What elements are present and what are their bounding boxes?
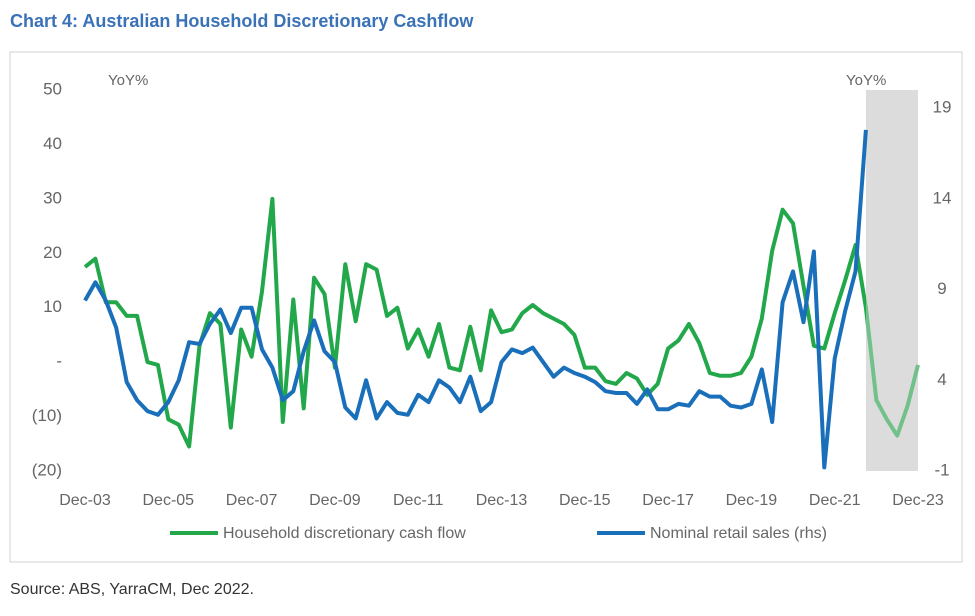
legend-label: Household discretionary cash flow bbox=[223, 525, 466, 542]
y-tick-label: 10 bbox=[43, 297, 62, 316]
legend-label: Nominal retail sales (rhs) bbox=[650, 525, 827, 542]
x-tick-label: Dec-09 bbox=[309, 492, 361, 509]
x-tick-label: Dec-19 bbox=[726, 492, 778, 509]
x-tick-label: Dec-07 bbox=[226, 492, 278, 509]
y2-axis-label: YoY% bbox=[846, 72, 886, 89]
x-tick-label: Dec-17 bbox=[642, 492, 694, 509]
chart-frame bbox=[9, 51, 963, 563]
x-tick-label: Dec-03 bbox=[59, 492, 111, 509]
x-tick-label: Dec-13 bbox=[476, 492, 528, 509]
y-tick-label: - bbox=[56, 352, 62, 371]
series-line bbox=[83, 129, 868, 470]
series-line bbox=[83, 196, 920, 449]
y2-tick-label: -1 bbox=[934, 460, 949, 479]
y2-tick-label: 14 bbox=[933, 188, 952, 207]
y2-tick-label: 19 bbox=[933, 98, 952, 117]
y-tick-label: 40 bbox=[43, 134, 62, 153]
x-tick-label: Dec-05 bbox=[143, 492, 195, 509]
x-tick-label: Dec-23 bbox=[892, 492, 944, 509]
x-tick-label: Dec-15 bbox=[559, 492, 611, 509]
chart-title: Chart 4: Australian Household Discretion… bbox=[10, 11, 474, 31]
x-tick-label: Dec-11 bbox=[393, 492, 443, 509]
y-tick-label: 30 bbox=[43, 188, 62, 207]
y-tick-label: 50 bbox=[43, 79, 62, 98]
x-tick-label: Dec-21 bbox=[809, 492, 861, 509]
y-tick-label: (10) bbox=[32, 406, 62, 425]
y-tick-label: (20) bbox=[32, 460, 62, 479]
y2-tick-label: 4 bbox=[937, 370, 946, 389]
y-axis-label: YoY% bbox=[108, 72, 148, 89]
forecast-shade bbox=[865, 90, 918, 471]
y2-tick-label: 9 bbox=[937, 279, 946, 298]
y-tick-label: 20 bbox=[43, 243, 62, 262]
source-note: Source: ABS, YarraCM, Dec 2022. bbox=[10, 581, 254, 598]
